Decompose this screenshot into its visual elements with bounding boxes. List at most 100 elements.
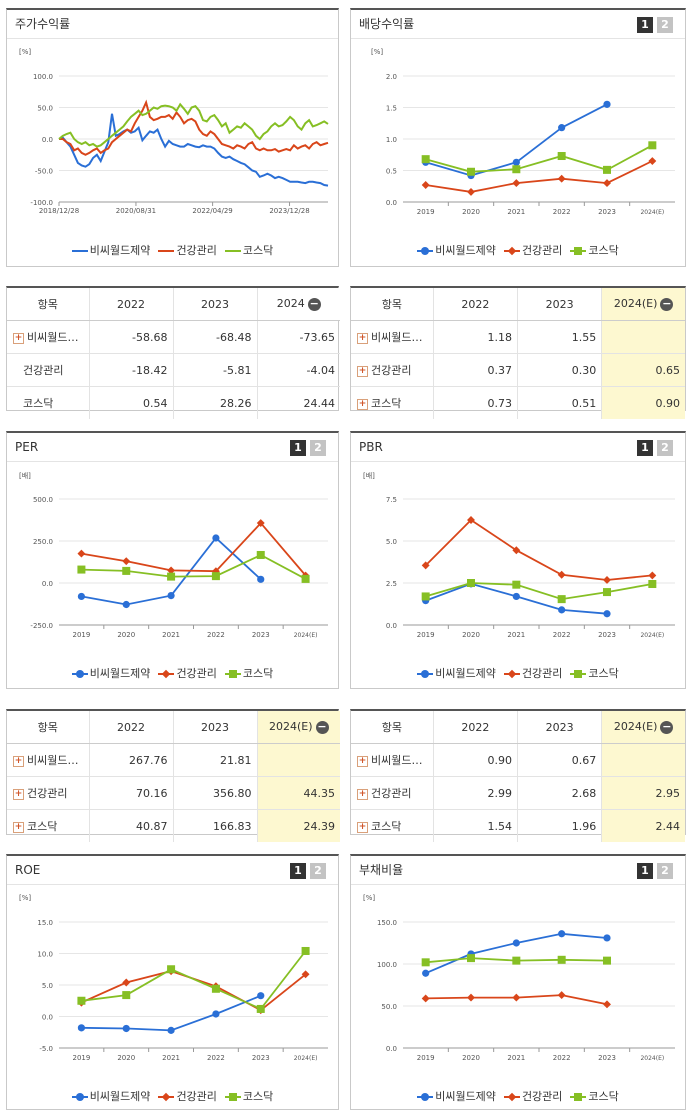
- legend-item-비씨월드제약[interactable]: 비씨월드제약: [71, 1088, 150, 1104]
- page-2-button[interactable]: 2: [310, 863, 326, 879]
- data-point: [256, 550, 265, 559]
- legend-item-건강관리[interactable]: 건강관리: [503, 665, 562, 681]
- page-1-button[interactable]: 1: [637, 863, 653, 879]
- page-1-button[interactable]: 1: [290, 440, 306, 456]
- legend-item-건강관리[interactable]: 건강관리: [158, 242, 217, 258]
- x-tick-label: 2019: [417, 208, 435, 216]
- legend-item-건강관리[interactable]: 건강관리: [503, 242, 562, 258]
- cell-value: 2.68: [517, 776, 603, 810]
- header-year: 2022: [433, 288, 518, 321]
- panel-title: PER: [7, 433, 338, 462]
- legend-item-코스닥[interactable]: 코스닥: [570, 242, 619, 258]
- expand-icon[interactable]: +: [13, 821, 24, 833]
- expand-icon[interactable]: +: [357, 788, 368, 800]
- page-1-button[interactable]: 1: [637, 17, 653, 33]
- chart-panel-roe: ROE 1 2 [%] 15.0 10.0 5.0 0.0 -5.0 2019 2020 20…: [6, 854, 339, 1110]
- table-row: + 코스닥 0.73 0.51 0.90: [351, 386, 685, 419]
- row-label: + 비씨월드…: [7, 320, 90, 354]
- expand-icon[interactable]: +: [13, 788, 24, 800]
- y-tick-label: 0.0: [42, 580, 53, 588]
- page-2-button[interactable]: 2: [657, 17, 673, 33]
- legend-swatch: [503, 247, 520, 255]
- table-row: 코스닥 0.54 28.26 24.44: [7, 386, 340, 419]
- data-point: [211, 984, 220, 993]
- collapse-icon[interactable]: −: [307, 296, 321, 311]
- expand-icon[interactable]: +: [357, 755, 368, 767]
- data-point: [77, 592, 86, 601]
- table-row: + 건강관리 70.16 356.80 44.35: [7, 776, 340, 810]
- table-row: + 비씨월드… 267.76 21.81: [7, 743, 340, 777]
- legend-item-비씨월드제약[interactable]: 비씨월드제약: [71, 242, 150, 258]
- x-tick-label: 2023: [252, 1054, 270, 1062]
- data-point: [467, 579, 475, 587]
- legend-item-코스닥[interactable]: 코스닥: [224, 665, 273, 681]
- row-label: + 코스닥: [351, 809, 434, 842]
- legend-item-코스닥[interactable]: 코스닥: [224, 242, 273, 258]
- cell-value: 2.99: [433, 776, 518, 810]
- y-tick-label: 50.0: [37, 105, 53, 113]
- cell-value: -18.42: [89, 353, 174, 387]
- data-point: [603, 934, 611, 942]
- data-point: [603, 956, 611, 965]
- legend-item-건강관리[interactable]: 건강관리: [503, 1088, 562, 1104]
- x-tick-label: 2020: [117, 1054, 135, 1062]
- data-point: [512, 165, 521, 174]
- header-year: 2023: [517, 288, 603, 321]
- cell-value: 28.26: [173, 386, 258, 419]
- expand-icon[interactable]: +: [357, 332, 368, 344]
- data-table: 항목 2022 2023 2024(E) − + 비씨월드… 1.18 1.55 + 건강관리 0.3…: [351, 288, 685, 419]
- legend-item-코스닥[interactable]: 코스닥: [570, 665, 619, 681]
- cell-value: 0.37: [433, 353, 518, 387]
- cell-value: 2.95: [601, 776, 685, 810]
- legend-item-코스닥[interactable]: 코스닥: [224, 1088, 273, 1104]
- legend-swatch: [158, 247, 175, 255]
- row-label: + 비씨월드…: [7, 743, 90, 777]
- legend-item-코스닥[interactable]: 코스닥: [570, 1088, 619, 1104]
- legend-item-비씨월드제약[interactable]: 비씨월드제약: [417, 1088, 496, 1104]
- collapse-icon[interactable]: −: [660, 296, 674, 311]
- page-1-button[interactable]: 1: [637, 440, 653, 456]
- header-year: 2024(E) −: [601, 288, 685, 321]
- page-2-button[interactable]: 2: [657, 440, 673, 456]
- table-row: + 비씨월드… -58.68 -68.48 -73.65: [7, 320, 340, 354]
- header-item: 항목: [351, 711, 434, 744]
- row-label: + 건강관리: [351, 353, 434, 387]
- data-point: [122, 566, 131, 575]
- legend-item-비씨월드제약[interactable]: 비씨월드제약: [417, 242, 496, 258]
- legend-swatch: [570, 670, 587, 678]
- x-tick-label: 2020/08/31: [116, 207, 156, 215]
- data-point: [167, 1026, 175, 1034]
- expand-icon[interactable]: +: [13, 332, 24, 344]
- data-point: [557, 174, 566, 183]
- data-point: [558, 606, 566, 614]
- legend-label: 코스닥: [588, 244, 619, 257]
- legend-item-건강관리[interactable]: 건강관리: [158, 1088, 217, 1104]
- expand-icon[interactable]: +: [357, 365, 368, 377]
- data-point: [467, 167, 475, 176]
- legend-item-건강관리[interactable]: 건강관리: [158, 665, 217, 681]
- page-2-button[interactable]: 2: [657, 863, 673, 879]
- expand-icon[interactable]: +: [357, 398, 368, 410]
- collapse-icon[interactable]: −: [660, 719, 674, 734]
- page-2-button[interactable]: 2: [310, 440, 326, 456]
- data-table: 항목 2022 2023 2024(E) − + 비씨월드… 267.76 21.81 + 건강관리…: [7, 711, 340, 842]
- legend-item-비씨월드제약[interactable]: 비씨월드제약: [417, 665, 496, 681]
- expand-icon[interactable]: +: [357, 821, 368, 833]
- series-line-비씨월드제약: [58, 113, 329, 187]
- x-tick-label: 2023/12/28: [269, 207, 309, 215]
- collapse-icon[interactable]: −: [315, 719, 329, 734]
- data-point: [648, 571, 657, 580]
- y-tick-label: 0.0: [386, 199, 397, 207]
- unit-label: [%]: [363, 894, 376, 902]
- cell-value: 44.35: [257, 776, 340, 810]
- legend-swatch: [158, 1093, 175, 1101]
- data-point: [512, 158, 520, 166]
- legend-label: 건강관리: [176, 244, 217, 257]
- y-tick-label: 50.0: [381, 1003, 397, 1011]
- page-1-button[interactable]: 1: [290, 863, 306, 879]
- data-point: [512, 939, 520, 947]
- legend-item-비씨월드제약[interactable]: 비씨월드제약: [71, 665, 150, 681]
- data-point: [603, 100, 611, 108]
- expand-icon[interactable]: +: [13, 755, 24, 767]
- legend-swatch: [158, 670, 175, 678]
